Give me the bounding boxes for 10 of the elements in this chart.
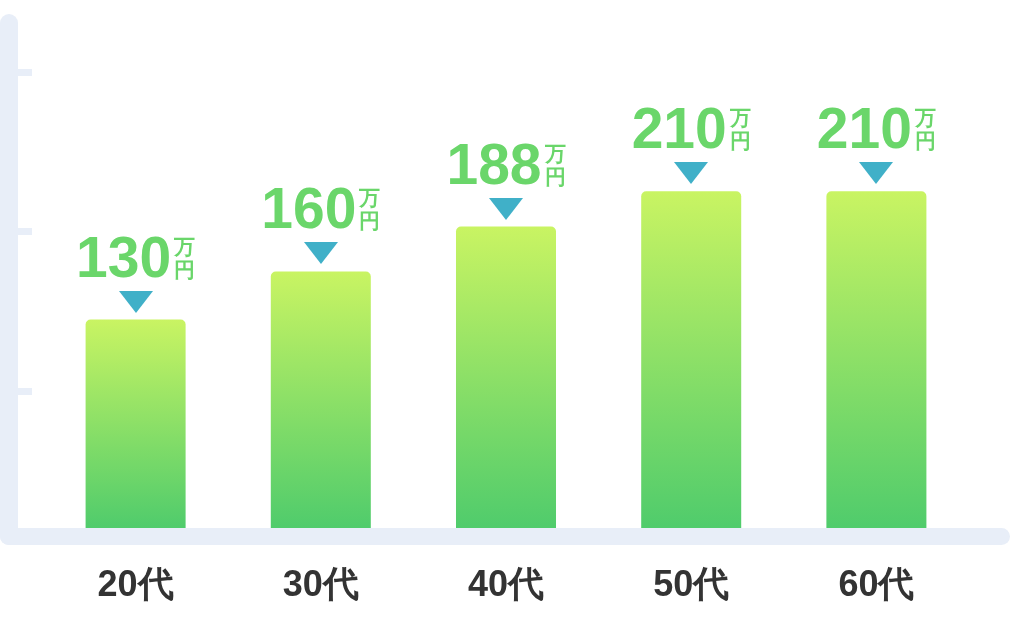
x-tick-label: 40代 — [467, 562, 545, 604]
x-tick-label: 50代 — [653, 562, 730, 604]
x-tick-label: 60代 — [838, 562, 915, 604]
bar — [85, 319, 186, 528]
bar — [826, 191, 927, 528]
x-tick-label: 20代 — [97, 562, 174, 604]
bar — [641, 191, 742, 528]
bar — [456, 226, 556, 528]
x-tick-label: 30代 — [282, 562, 359, 604]
bar — [270, 271, 371, 528]
